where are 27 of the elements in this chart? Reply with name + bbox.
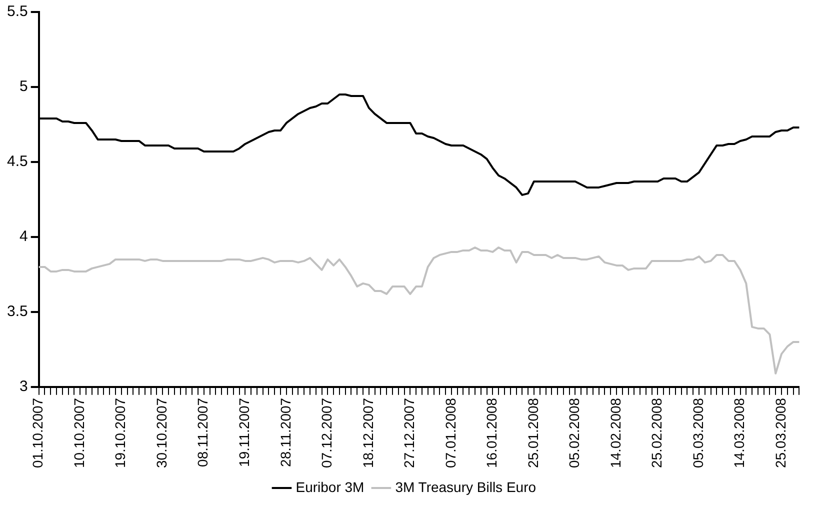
x-tick-label: 18.12.2007: [360, 398, 376, 468]
x-tick-label: 07.12.2007: [318, 398, 335, 468]
y-tick-label: 4.5: [6, 153, 28, 170]
legend-label: Euribor 3M: [296, 478, 364, 495]
x-tick-label: 05.03.2008: [690, 398, 706, 468]
x-tick-label: 01.10.2007: [30, 398, 46, 468]
x-tick-label: 14.02.2008: [607, 398, 624, 468]
x-tick-label: 27.12.2007: [401, 398, 418, 468]
x-tick-label: 05.02.2008: [566, 398, 582, 468]
x-tick-label: 25.03.2008: [772, 398, 788, 468]
x-tick-label: 16.01.2008: [484, 398, 500, 468]
y-tick-label: 5.5: [6, 3, 28, 20]
y-tick-label: 4: [20, 228, 28, 246]
x-tick-label: 19.11.2007: [236, 398, 252, 467]
x-tick-label: 07.01.2008: [442, 398, 458, 468]
legend-label: 3M Treasury Bills Euro: [395, 478, 536, 495]
x-tick-label: 25.01.2008: [524, 398, 541, 468]
x-tick-label: 25.02.2008: [648, 398, 665, 468]
x-tick-label: 30.10.2007: [153, 398, 170, 468]
x-tick-label: 19.10.2007: [112, 398, 128, 468]
x-tick-label: 08.11.2007: [194, 398, 211, 467]
y-tick-label: 5: [20, 78, 28, 96]
y-tick-label: 3: [20, 378, 28, 396]
y-tick-label: 3.5: [6, 303, 28, 320]
x-tick-label: 10.10.2007: [70, 398, 87, 468]
x-tick-label: 28.11.2007: [277, 398, 294, 467]
x-tick-label: 14.03.2008: [731, 398, 748, 468]
